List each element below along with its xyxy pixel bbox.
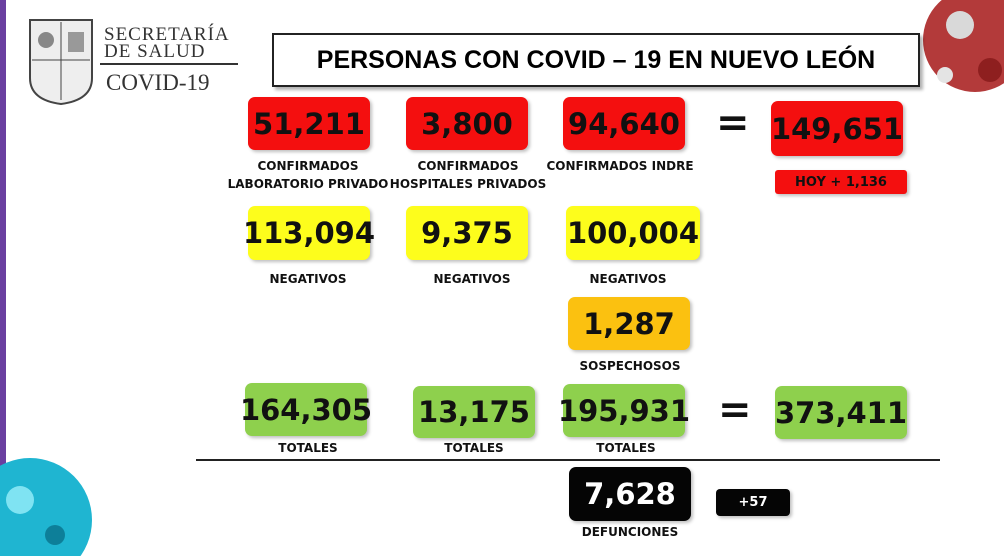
agency-line: DE SALUD — [104, 41, 206, 62]
agency: SECRETARÍA DE SALUD — [104, 24, 230, 62]
total-box: 149,651 — [771, 101, 903, 156]
label: CONFIRMADOS LABORATORIO PRIVADO — [228, 157, 389, 193]
label: NEGATIVOS — [269, 272, 347, 286]
side-stripe — [0, 0, 6, 556]
label-line: CONFIRMADOS — [257, 159, 359, 173]
title: PERSONAS CON COVID – 19 EN NUEVO LEÓN — [272, 33, 920, 87]
value-box: 164,305 — [240, 383, 372, 436]
label: TOTALES — [444, 441, 504, 455]
label-line: LABORATORIO PRIVADO — [227, 177, 389, 191]
label: CONFIRMADOS INDRE — [546, 157, 693, 175]
value-box: 1,287 — [568, 297, 690, 350]
label-line: CONFIRMADOS — [417, 159, 519, 173]
equals: = — [718, 387, 752, 433]
coat-of-arms — [29, 19, 93, 106]
equals: = — [716, 100, 750, 146]
value-box: 13,175 — [413, 386, 535, 438]
today-box: HOY + 1,136 — [775, 170, 907, 194]
label: TOTALES — [596, 441, 656, 455]
value-box: 195,931 — [558, 384, 690, 437]
value-box: 94,640 — [563, 97, 685, 150]
value-box: 113,094 — [243, 206, 375, 260]
change-box: +57 — [716, 489, 790, 516]
label-line: CONFIRMADOS INDRE — [546, 159, 694, 173]
label-line: HOSPITALES PRIVADOS — [389, 177, 547, 191]
label: NEGATIVOS — [589, 272, 667, 286]
label: CONFIRMADOS HOSPITALES PRIVADOS — [390, 157, 546, 193]
label: DEFUNCIONES — [581, 525, 679, 539]
label: NEGATIVOS — [433, 272, 511, 286]
program: COVID-19 — [106, 70, 210, 95]
virus-bottom-left — [0, 458, 92, 556]
value-box: 51,211 — [248, 97, 370, 150]
label: SOSPECHOSOS — [579, 359, 681, 373]
label: TOTALES — [278, 441, 338, 455]
value-box: 100,004 — [566, 206, 700, 260]
value-box: 3,800 — [406, 97, 528, 150]
virus-top-right — [923, 0, 1004, 92]
agency-line: SECRETARÍA — [104, 24, 230, 45]
value-box: 7,628 — [569, 467, 691, 521]
total-box: 373,411 — [775, 386, 907, 439]
value-box: 9,375 — [406, 206, 528, 260]
